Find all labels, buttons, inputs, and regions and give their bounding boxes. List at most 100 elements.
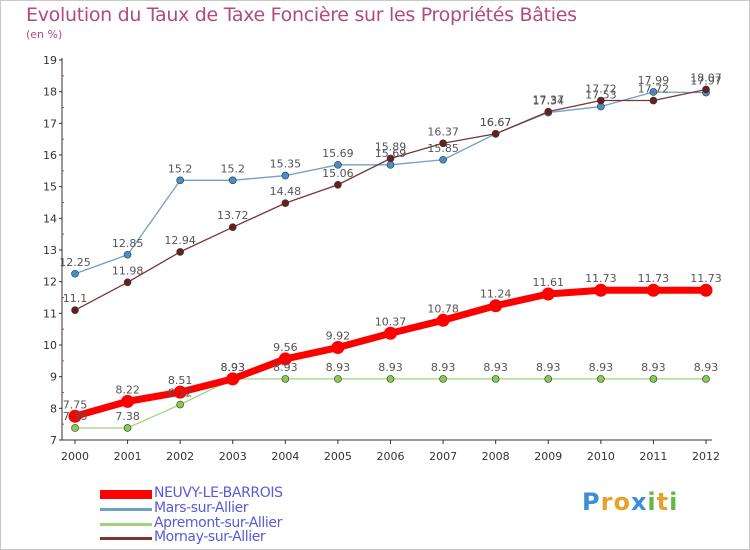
data-label-mars-sur-allier: 15.2 xyxy=(221,162,246,175)
x-tick-label: 2005 xyxy=(324,450,352,463)
logo-letter: i xyxy=(647,488,657,516)
data-point-apremont-sur-allier xyxy=(281,375,290,383)
data-label-mornay-sur-allier: 15.89 xyxy=(375,140,407,153)
data-point-neuvy-le-barrois xyxy=(226,372,240,386)
data-point-apremont-sur-allier xyxy=(597,375,605,383)
logo-letter: i xyxy=(669,488,679,516)
data-label-mars-sur-allier: 17.97 xyxy=(690,75,722,88)
data-point-apremont-sur-allier xyxy=(71,424,79,432)
data-label-neuvy-le-barrois: 10.37 xyxy=(375,315,407,328)
y-tick-label: 8 xyxy=(50,402,57,415)
data-point-apremont-sur-allier xyxy=(439,375,447,383)
y-tick-label: 9 xyxy=(50,371,57,384)
data-label-neuvy-le-barrois: 11.24 xyxy=(480,288,512,301)
data-point-mars-sur-allier xyxy=(228,176,237,185)
legend-swatch-neuvy-le-barrois xyxy=(100,490,152,499)
data-point-mornay-sur-allier xyxy=(71,306,79,314)
data-label-neuvy-le-barrois: 9.92 xyxy=(326,330,351,343)
data-label-apremont-sur-allier: 8.93 xyxy=(483,361,508,374)
data-label-mars-sur-allier: 17.53 xyxy=(585,89,617,102)
data-label-neuvy-le-barrois: 11.61 xyxy=(533,276,565,289)
data-label-mornay-sur-allier: 12.94 xyxy=(164,234,196,247)
data-label-neuvy-le-barrois: 7.75 xyxy=(63,398,88,411)
x-tick-label: 2001 xyxy=(114,450,142,463)
data-point-mornay-sur-allier xyxy=(702,85,710,94)
y-tick-label: 17 xyxy=(43,117,57,130)
y-tick-label: 18 xyxy=(43,86,57,99)
data-label-mars-sur-allier: 15.69 xyxy=(322,147,354,160)
data-label-mornay-sur-allier: 17.72 xyxy=(585,83,617,96)
x-tick-label: 2003 xyxy=(219,450,247,463)
y-tick-label: 13 xyxy=(43,244,57,257)
data-point-mars-sur-allier xyxy=(71,269,79,278)
y-tick-label: 12 xyxy=(43,276,57,289)
legend-label-mornay-sur-allier: Mornay-sur-Allier xyxy=(154,529,266,545)
data-point-mars-sur-allier xyxy=(176,176,184,185)
series-layer xyxy=(68,85,713,432)
data-label-apremont-sur-allier: 8.93 xyxy=(536,361,561,374)
y-tick-label: 15 xyxy=(43,181,57,194)
data-label-mars-sur-allier: 17.99 xyxy=(638,74,670,87)
y-tick-label: 11 xyxy=(43,307,57,320)
data-point-mornay-sur-allier xyxy=(176,248,184,256)
data-point-mornay-sur-allier xyxy=(544,107,553,116)
data-label-mornay-sur-allier: 16.37 xyxy=(427,125,459,138)
data-label-mars-sur-allier: 12.25 xyxy=(59,256,91,269)
data-point-neuvy-le-barrois xyxy=(121,394,135,408)
logo-letter: x xyxy=(630,488,648,516)
legend-label-neuvy-le-barrois: NEUVY-LE-BARROIS xyxy=(154,485,283,501)
data-label-apremont-sur-allier: 8.93 xyxy=(378,361,403,374)
x-tick-label: 2008 xyxy=(482,450,510,463)
chart-title: Evolution du Taux de Taxe Foncière sur l… xyxy=(26,4,577,26)
x-tick-label: 2010 xyxy=(587,450,615,463)
data-point-neuvy-le-barrois xyxy=(541,287,555,301)
data-label-neuvy-le-barrois: 8.51 xyxy=(168,374,193,387)
y-tick-label: 19 xyxy=(43,54,57,67)
data-point-mornay-sur-allier xyxy=(334,180,342,189)
x-tick-label: 2012 xyxy=(692,450,720,463)
data-label-mornay-sur-allier: 15.06 xyxy=(322,167,354,180)
data-label-mars-sur-allier: 12.85 xyxy=(112,237,144,250)
data-point-apremont-sur-allier xyxy=(544,375,553,383)
y-tick-label: 16 xyxy=(43,149,57,162)
x-tick-label: 2009 xyxy=(534,450,562,463)
data-point-neuvy-le-barrois xyxy=(68,409,82,423)
data-point-neuvy-le-barrois xyxy=(384,326,397,340)
y-tick-label: 14 xyxy=(43,212,57,225)
data-point-mornay-sur-allier xyxy=(597,96,605,105)
x-tick-label: 2000 xyxy=(61,450,89,463)
data-label-mornay-sur-allier: 17.72 xyxy=(638,83,670,96)
legend-swatch-mornay-sur-allier xyxy=(100,537,152,540)
data-label-mornay-sur-allier: 11.98 xyxy=(112,264,144,277)
data-point-mars-sur-allier xyxy=(281,171,290,180)
data-point-mornay-sur-allier xyxy=(439,139,447,148)
data-point-mornay-sur-allier xyxy=(386,154,395,163)
legend-label-mars-sur-allier: Mars-sur-Allier xyxy=(154,500,249,516)
data-point-neuvy-le-barrois xyxy=(436,313,450,327)
data-point-neuvy-le-barrois xyxy=(173,385,187,399)
data-point-mornay-sur-allier xyxy=(123,278,132,287)
legend-label-apremont-sur-allier: Apremont-sur-Allier xyxy=(154,515,282,531)
data-point-neuvy-le-barrois xyxy=(331,341,345,355)
x-tick-label: 2006 xyxy=(377,450,405,463)
data-point-mars-sur-allier xyxy=(649,88,658,96)
data-label-mornay-sur-allier: 17.37 xyxy=(533,94,565,107)
x-tick-label: 2002 xyxy=(166,450,194,463)
data-label-mornay-sur-allier: 13.72 xyxy=(217,209,249,222)
data-label-neuvy-le-barrois: 11.73 xyxy=(638,272,670,285)
data-label-neuvy-le-barrois: 9.56 xyxy=(273,341,298,354)
data-point-mornay-sur-allier xyxy=(649,96,658,105)
data-label-mars-sur-allier: 16.67 xyxy=(480,116,512,129)
data-point-neuvy-le-barrois xyxy=(594,283,608,297)
data-point-apremont-sur-allier xyxy=(123,424,132,432)
data-point-neuvy-le-barrois xyxy=(278,352,292,366)
data-label-mornay-sur-allier: 14.48 xyxy=(270,185,302,198)
data-label-neuvy-le-barrois: 8.93 xyxy=(221,361,246,374)
data-label-apremont-sur-allier: 8.93 xyxy=(589,361,614,374)
data-point-mars-sur-allier xyxy=(386,161,395,169)
chart-axes: 7 8 9 10 11 12 13 14 15 16 17 18 19 2000 2001 2002 2003 2… xyxy=(43,54,720,463)
logo-letter: r xyxy=(600,488,614,516)
logo-letter: o xyxy=(613,488,631,516)
data-label-mars-sur-allier: 15.85 xyxy=(427,142,459,155)
